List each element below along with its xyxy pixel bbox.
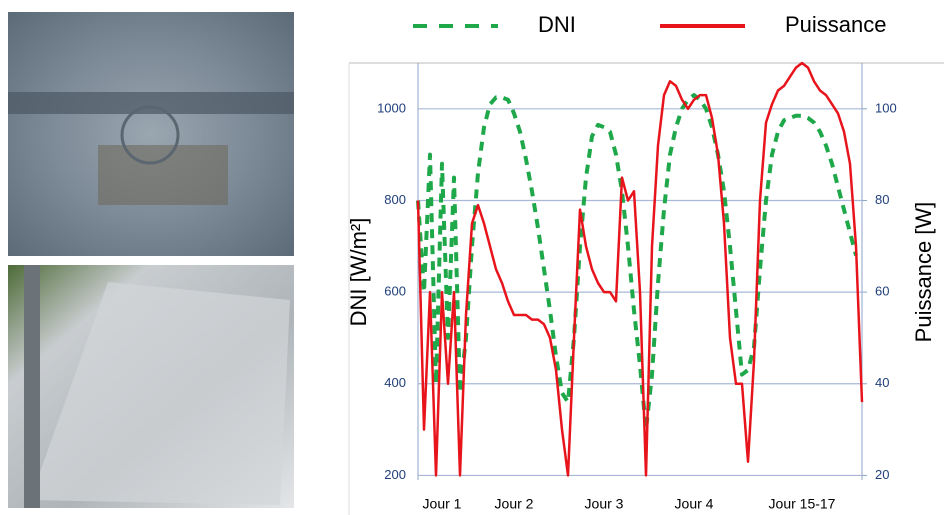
y2-tick-label: 100 — [875, 100, 897, 115]
y2-tick-label: 40 — [875, 375, 889, 390]
series-line — [416, 93, 858, 432]
y-axis-label: DNI [W/m²] — [346, 218, 371, 327]
x-tick-label: Jour 3 — [585, 496, 624, 512]
legend-label: DNI — [538, 12, 576, 37]
series-line — [416, 61, 864, 477]
y-tick-label: 200 — [384, 467, 406, 482]
y2-tick-label: 80 — [875, 192, 889, 207]
photo-top — [8, 12, 294, 256]
x-tick-label: Jour 2 — [495, 496, 534, 512]
y-tick-label: 800 — [384, 192, 406, 207]
x-tick-label: Jour 1 — [423, 496, 462, 512]
y2-axis-label: Puissance [W] — [911, 202, 936, 343]
y2-tick-label: 60 — [875, 284, 889, 299]
x-tick-label: Jour 4 — [675, 496, 714, 512]
photo-bottom — [8, 265, 294, 508]
y2-tick-label: 20 — [875, 467, 889, 482]
legend-label: Puissance — [785, 12, 887, 37]
y-tick-label: 1000 — [377, 100, 406, 115]
y-tick-label: 600 — [384, 284, 406, 299]
x-tick-label: Jour 15-17 — [769, 496, 836, 512]
y-tick-label: 400 — [384, 375, 406, 390]
